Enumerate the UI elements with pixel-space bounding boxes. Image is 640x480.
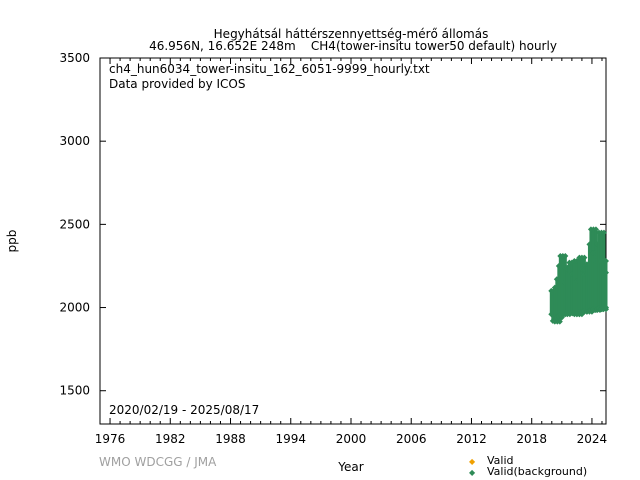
data-point-band: [551, 292, 555, 321]
data-point-band: [560, 267, 564, 313]
x-tick-label: 2024: [577, 432, 608, 446]
data-point-band: [558, 255, 562, 315]
x-tick-label: 2018: [516, 432, 547, 446]
chart-subtitle: 46.956N, 16.652E 248m CH4(tower-insitu t…: [149, 39, 557, 53]
data-point-band: [565, 269, 569, 314]
data-point-band: [570, 274, 574, 313]
data-point-band: [591, 252, 595, 310]
data-point: [592, 226, 599, 233]
legend-marker-valid: ◆: [469, 457, 476, 466]
data-point-band: [599, 260, 603, 310]
data-point: [602, 304, 609, 311]
y-tick-label: 3500: [59, 51, 90, 65]
date-range: 2020/02/19 - 2025/08/17: [109, 403, 259, 417]
data-point-band: [567, 262, 571, 313]
y-tick-label: 2500: [59, 217, 90, 231]
plot-frame: [99, 57, 607, 425]
data-point-band: [575, 280, 579, 315]
data-point-band: [589, 229, 593, 311]
data-point-band: [587, 244, 591, 311]
data-point-band: [563, 282, 567, 315]
y-tick-label: 3000: [59, 134, 90, 148]
legend: ◆ Valid ◆ Valid(background): [469, 454, 587, 478]
data-point-band: [580, 269, 584, 312]
data-point: [600, 229, 607, 236]
data-point-band: [553, 287, 557, 322]
y-tick-label: 2000: [59, 301, 90, 315]
data-point: [602, 269, 609, 276]
data-point-band: [549, 290, 553, 315]
data-point-band: [557, 265, 561, 316]
chart-title: Hegyhátsál háttérszennyettség-mérő állom…: [214, 27, 489, 41]
data-point-band: [585, 264, 589, 312]
x-tick-label: 2006: [396, 432, 427, 446]
data-point-band: [595, 244, 599, 310]
x-tick-label: 2000: [336, 432, 367, 446]
x-tick-label: 1982: [155, 432, 186, 446]
data-point: [556, 318, 563, 325]
data-point-band: [555, 279, 559, 318]
data-point-band: [604, 272, 608, 308]
x-tick-label: 1994: [275, 432, 306, 446]
filename-annotation: ch4_hun6034_tower-insitu_162_6051-9999_h…: [109, 62, 430, 76]
x-tick-label: 1976: [95, 432, 126, 446]
y-axis-label: ppb: [5, 230, 19, 253]
x-tick-label: 2012: [456, 432, 487, 446]
data-point-band: [597, 232, 601, 309]
x-tick-label: 1988: [215, 432, 246, 446]
credit: WMO WDCGG / JMA: [99, 455, 217, 469]
data-point-band: [572, 260, 576, 315]
provider-annotation: Data provided by ICOS: [109, 77, 245, 91]
legend-label-valid: Valid: [487, 454, 514, 467]
legend-label-background: Valid(background): [487, 465, 587, 478]
legend-marker-background: ◆: [469, 468, 476, 477]
data-point: [562, 252, 569, 259]
x-axis-label: Year: [337, 460, 363, 474]
y-tick-label: 1500: [59, 384, 90, 398]
data-point: [602, 257, 609, 264]
data-point: [581, 254, 588, 261]
data-point-band: [577, 257, 581, 312]
data-point-band: [593, 260, 597, 311]
data-point-band: [582, 274, 586, 311]
data-point-band: [601, 272, 605, 308]
